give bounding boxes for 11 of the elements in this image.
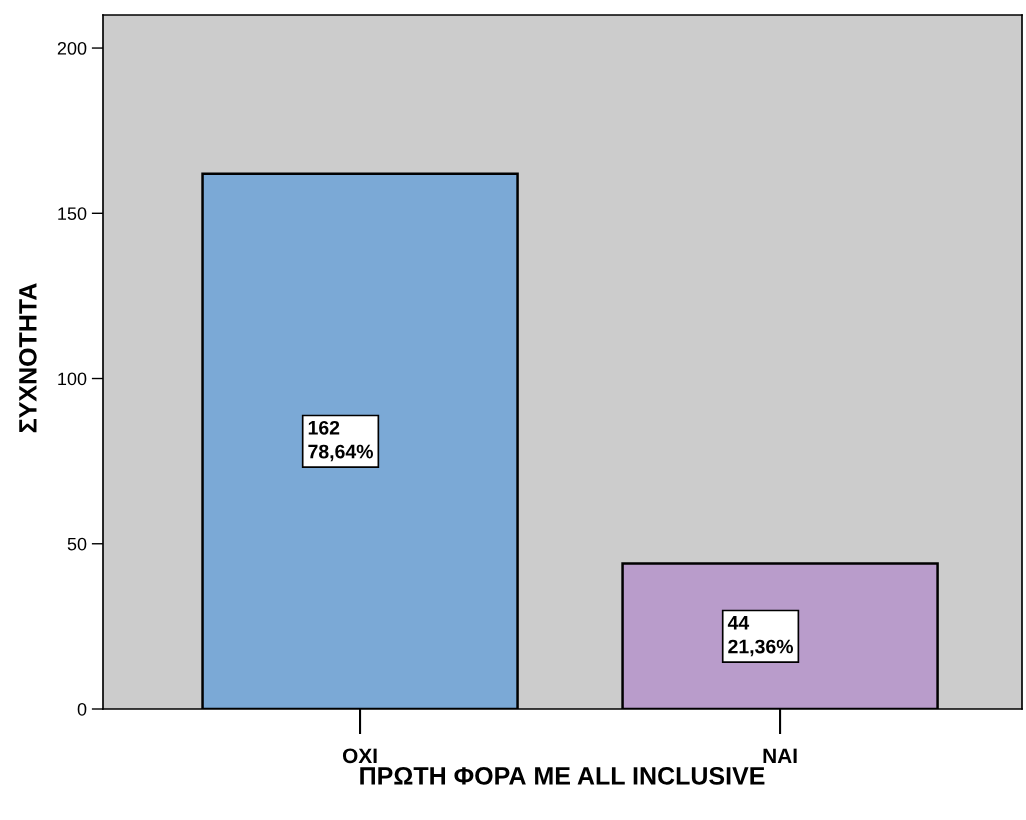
y-tick-label: 100 [58,372,87,386]
x-axis-title: ΠΡΩΤΗ ΦΟΡΑ ΜΕ ALL INCLUSIVE [360,767,765,785]
y-tick-label: 150 [58,207,87,221]
x-tick-label: NAI [763,748,797,763]
y-tick-label: 0 [77,702,87,716]
y-tick-label: 50 [67,537,87,551]
x-tick-label: OXI [342,748,377,764]
y-tick-label: 200 [57,41,87,55]
data-label: 44 21,36% [727,616,793,657]
data-label: 162 78,64% [308,420,373,462]
y-axis-title: ΣΥΧΝΟΤΗΤΑ [19,283,37,433]
